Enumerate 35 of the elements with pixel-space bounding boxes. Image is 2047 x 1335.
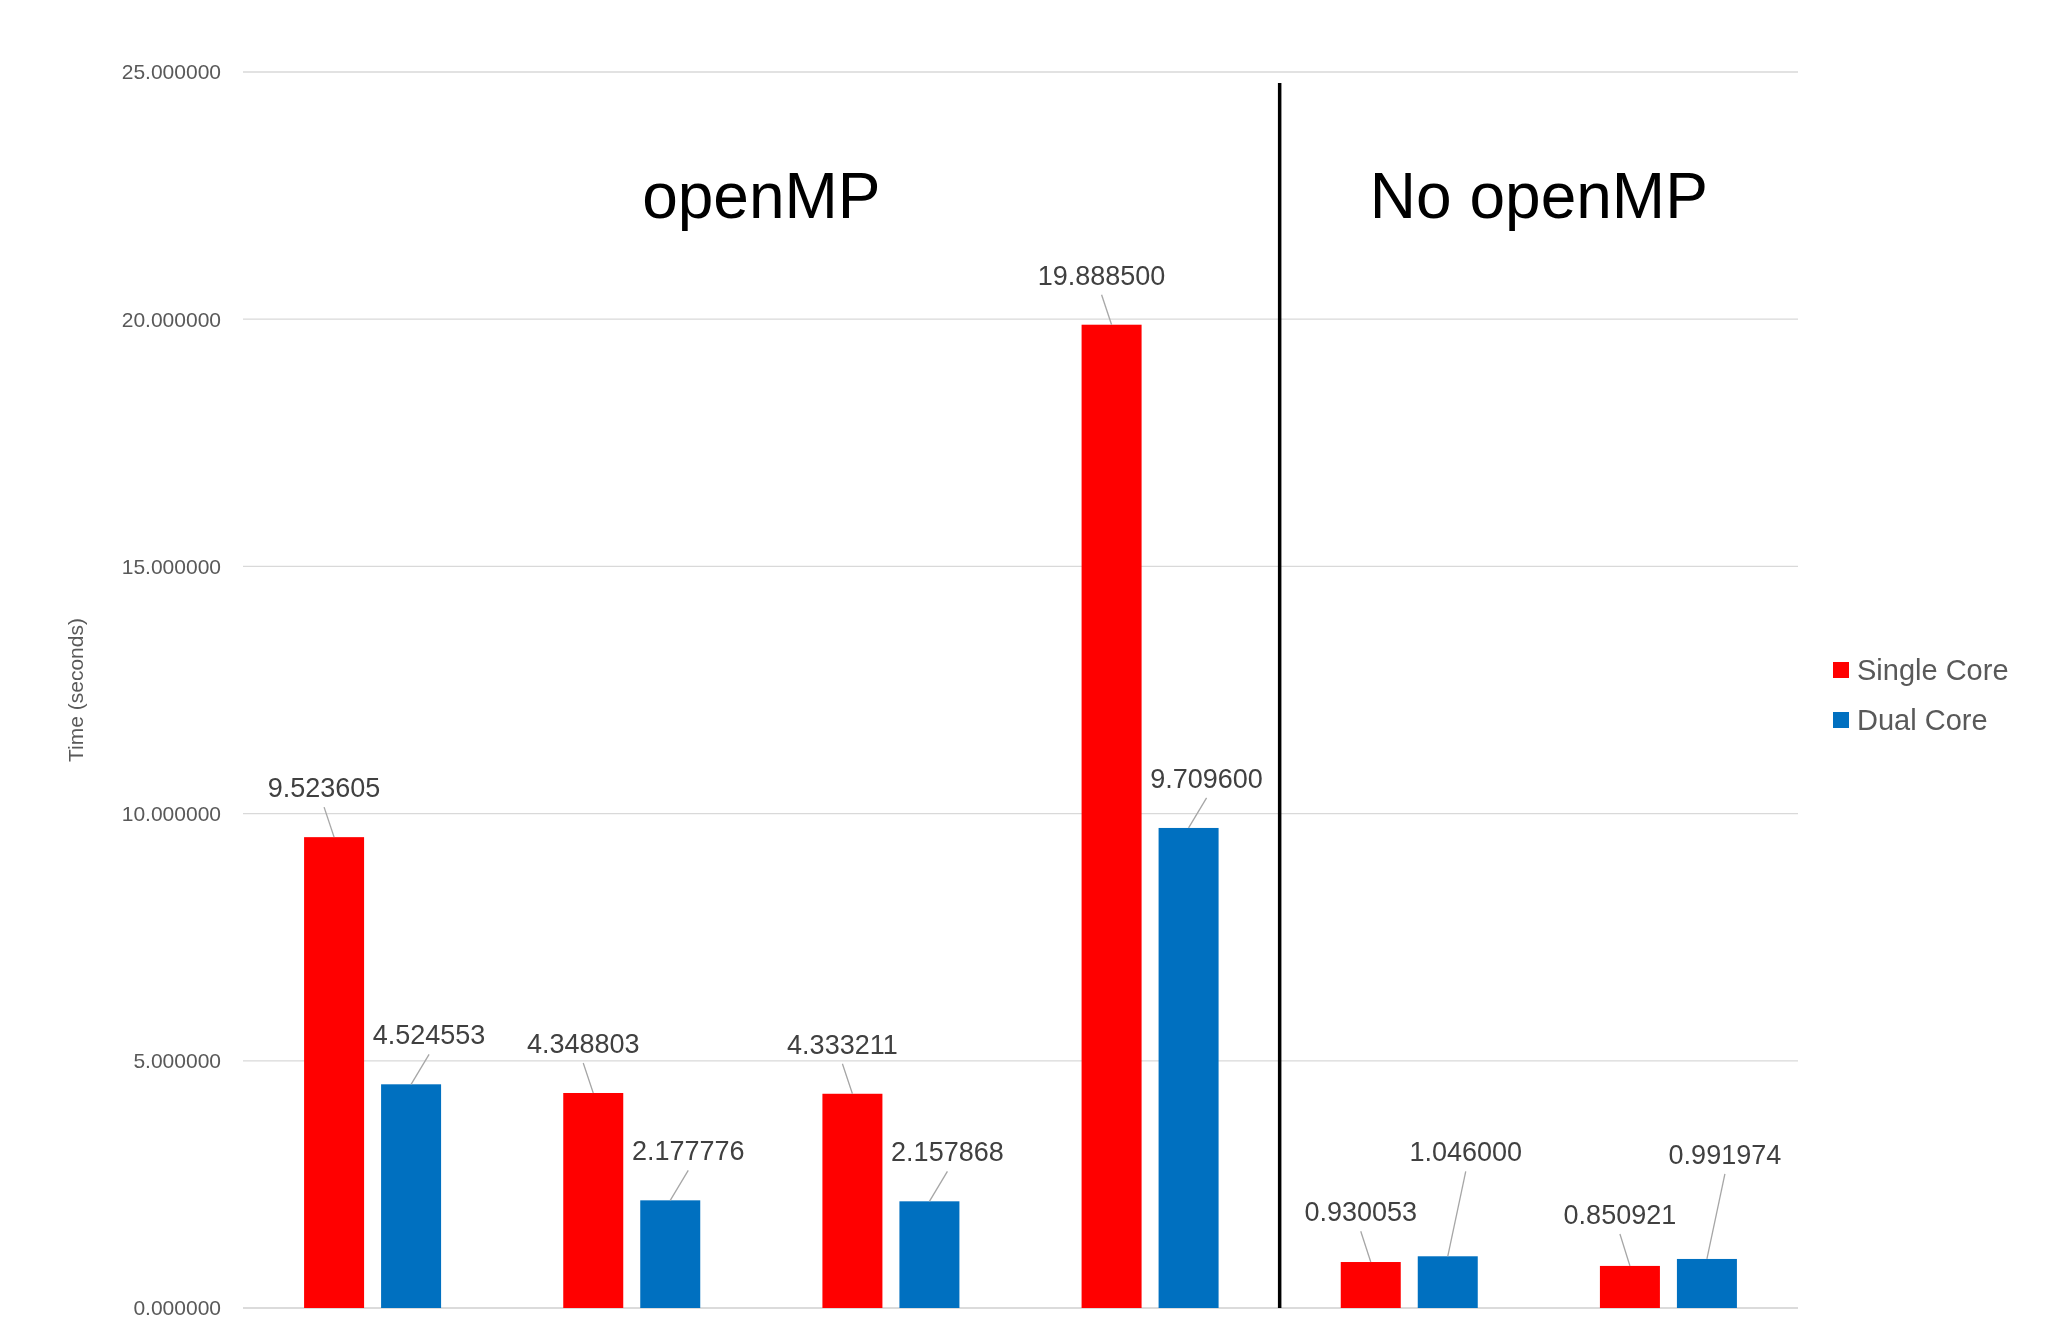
data-label: 1.046000 xyxy=(1409,1137,1523,1168)
data-label: 9.523605 xyxy=(267,773,381,804)
annotation: openMP xyxy=(642,160,881,232)
bar xyxy=(304,837,365,1308)
bar xyxy=(1158,827,1219,1308)
bar xyxy=(822,1093,883,1308)
y-tick-label: 5.000000 xyxy=(133,1049,221,1073)
data-label: 19.888500 xyxy=(1037,260,1166,291)
bar xyxy=(381,1084,442,1308)
data-label: 2.177776 xyxy=(631,1136,745,1167)
data-label: 9.709600 xyxy=(1150,763,1263,794)
data-label: 0.991974 xyxy=(1668,1139,1782,1170)
y-tick-label: 15.000000 xyxy=(121,554,221,578)
bar xyxy=(640,1200,701,1308)
y-tick-label: 25.000000 xyxy=(121,60,221,84)
bar xyxy=(1599,1265,1660,1308)
data-label: 0.850921 xyxy=(1563,1199,1677,1230)
annotation: No openMP xyxy=(1369,160,1708,232)
bar xyxy=(899,1201,960,1308)
legend-label: Single Core xyxy=(1857,654,2009,687)
legend-label: Dual Core xyxy=(1857,704,1988,737)
data-label: 4.333211 xyxy=(787,1029,898,1060)
y-axis-title: Time (seconds) xyxy=(64,618,87,762)
data-label: 4.524553 xyxy=(372,1020,486,1051)
bar xyxy=(1340,1262,1401,1308)
bar xyxy=(1417,1256,1478,1308)
y-tick-label: 20.000000 xyxy=(121,307,221,331)
bar xyxy=(1676,1258,1737,1308)
y-tick-label: 0.000000 xyxy=(133,1296,221,1320)
data-label: 4.348803 xyxy=(526,1029,640,1059)
data-label: 2.157868 xyxy=(891,1137,1004,1168)
bar xyxy=(1081,324,1142,1308)
bar xyxy=(563,1093,624,1309)
data-label: 0.930053 xyxy=(1304,1197,1418,1228)
y-tick-label: 10.000000 xyxy=(121,801,221,825)
